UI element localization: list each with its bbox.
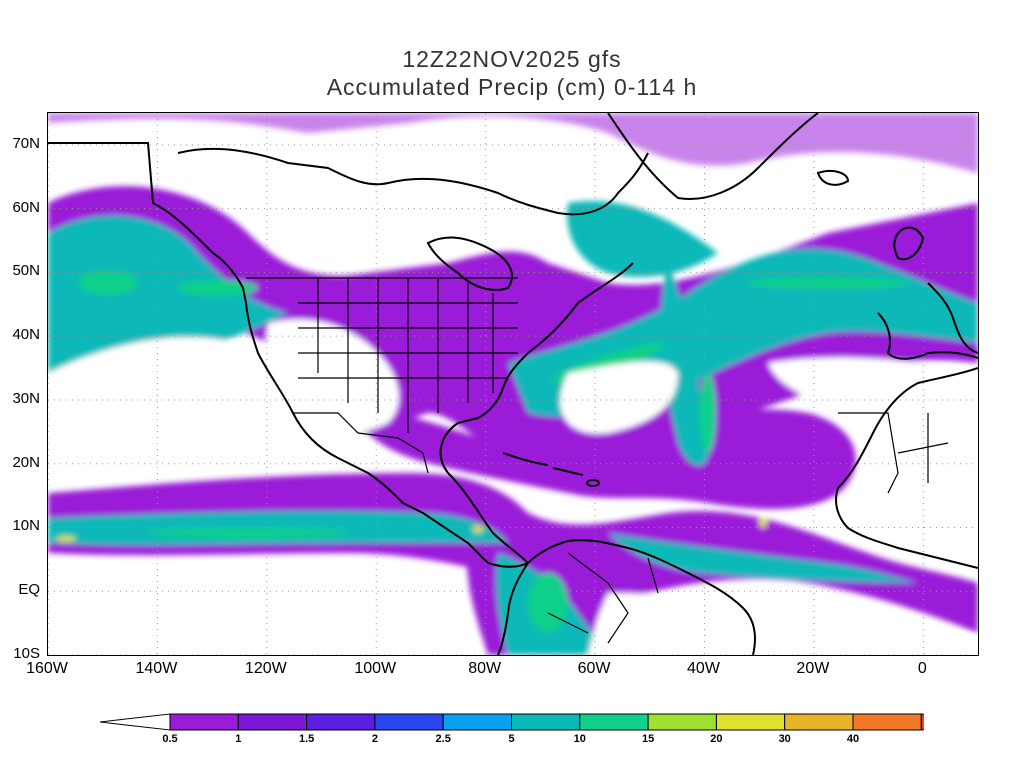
- colorbar-left-arrow: [100, 713, 171, 731]
- precip-field: [48, 113, 978, 655]
- lon-label: 60W: [577, 660, 611, 677]
- colorbar-label: 1: [235, 733, 242, 745]
- lon-label: 80W: [468, 660, 502, 677]
- colorbar-segment: [511, 713, 581, 731]
- coastlines: [48, 113, 978, 655]
- colorbar-segment: [237, 713, 308, 731]
- colorbar-label: 2: [371, 733, 378, 745]
- political-borders: [147, 142, 949, 644]
- colorbar: [100, 713, 924, 731]
- lat-label: 10N: [12, 517, 40, 535]
- lon-label: 40W: [687, 660, 720, 677]
- colorbar-segment: [784, 713, 854, 731]
- lon-label: 100W: [354, 660, 397, 677]
- lon-label: 160W: [26, 660, 68, 677]
- colorbar-label: 2.5: [435, 733, 451, 745]
- lat-label: 30N: [12, 389, 40, 407]
- colorbar-segment: [647, 713, 717, 731]
- colorbar-right-arrow: [920, 713, 924, 731]
- colorbar-label: 5: [508, 733, 515, 745]
- lon-label: 0: [917, 660, 927, 677]
- colorbar-segment: [442, 713, 513, 731]
- lat-label: 40N: [12, 326, 40, 344]
- lat-label: 50N: [12, 262, 40, 280]
- colorbar-label: 30: [778, 733, 791, 745]
- colorbar-label: 0.5: [162, 733, 178, 745]
- colorbar-label: 1.5: [298, 733, 315, 745]
- colorbar-segment: [715, 713, 786, 731]
- colorbar-label: 15: [641, 733, 655, 745]
- colorbar-segment: [579, 713, 649, 731]
- lon-label: 120W: [244, 660, 287, 677]
- lat-label: 70N: [12, 134, 40, 152]
- colorbar-segment: [852, 713, 922, 731]
- gridlines: [48, 113, 978, 655]
- lon-label: 20W: [796, 660, 830, 677]
- colorbar-segment: [306, 713, 376, 731]
- colorbar-label: 10: [573, 733, 586, 745]
- lat-label: 60N: [12, 198, 40, 216]
- map-subtitle: Accumulated Precip (cm) 0-114 h: [326, 74, 698, 100]
- precip-map: [47, 112, 979, 656]
- lat-label: 10S: [13, 645, 40, 662]
- colorbar-label: 20: [710, 733, 723, 745]
- lat-label: EQ: [18, 581, 40, 599]
- colorbar-segment: [374, 713, 444, 731]
- lon-label: 140W: [135, 660, 178, 677]
- map-title: 12Z22NOV2025 gfs: [402, 46, 622, 72]
- colorbar-label: 40: [846, 733, 860, 745]
- lat-label: 20N: [12, 453, 40, 471]
- colorbar-segment: [169, 713, 239, 731]
